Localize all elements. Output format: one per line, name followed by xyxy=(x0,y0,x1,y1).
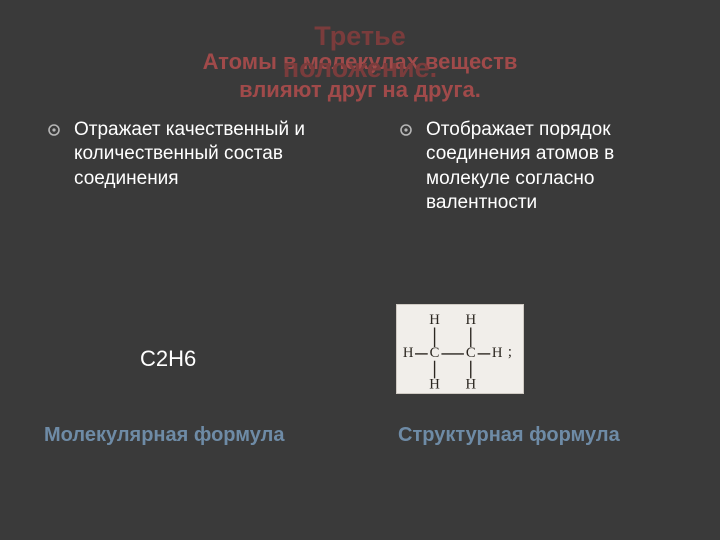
slide-subtitle: Атомы в молекулах веществ влияют друг на… xyxy=(0,48,720,103)
atom-label: H xyxy=(465,312,476,328)
bullet-right-text: Отображает порядок соединения атомов в м… xyxy=(426,118,680,215)
atom-label: C xyxy=(466,345,476,361)
bottom-labels: Молекулярная формула Структурная формула xyxy=(0,424,720,447)
title-line-1: Третье xyxy=(314,21,405,51)
column-right: Отображает порядок соединения атомов в м… xyxy=(360,118,720,215)
structural-formula-figure: HHCCHHHH; xyxy=(396,304,524,394)
bullet-marker-icon xyxy=(400,124,412,136)
subtitle-line-2: влияют друг на друга. xyxy=(239,77,481,102)
atom-label: H xyxy=(429,377,440,393)
atom-label: H xyxy=(403,345,414,361)
label-structural: Структурная формула xyxy=(360,424,720,447)
content-columns: Отражает качественный и количественный с… xyxy=(0,118,720,215)
structural-formula-paper: HHCCHHHH; xyxy=(396,304,524,394)
atom-label: C xyxy=(430,345,440,361)
bullet-left-text: Отражает качественный и количественный с… xyxy=(74,118,334,191)
bullet-marker-icon xyxy=(48,124,60,136)
atom-label: H xyxy=(492,345,503,361)
bullet-right: Отображает порядок соединения атомов в м… xyxy=(400,118,680,215)
bullet-left: Отражает качественный и количественный с… xyxy=(48,118,334,191)
slide: Атомы в молекулах веществ влияют друг на… xyxy=(0,0,720,540)
column-left: Отражает качественный и количественный с… xyxy=(0,118,360,215)
atom-label: H xyxy=(429,312,440,328)
molecular-formula: С2Н6 xyxy=(140,346,196,372)
label-molecular: Молекулярная формула xyxy=(0,424,360,447)
trailing-semicolon: ; xyxy=(508,344,512,360)
atom-label: H xyxy=(465,377,476,393)
ethane-structure-svg: HHCCHHHH; xyxy=(397,305,523,393)
subtitle-line-1: Атомы в молекулах веществ xyxy=(203,49,518,74)
